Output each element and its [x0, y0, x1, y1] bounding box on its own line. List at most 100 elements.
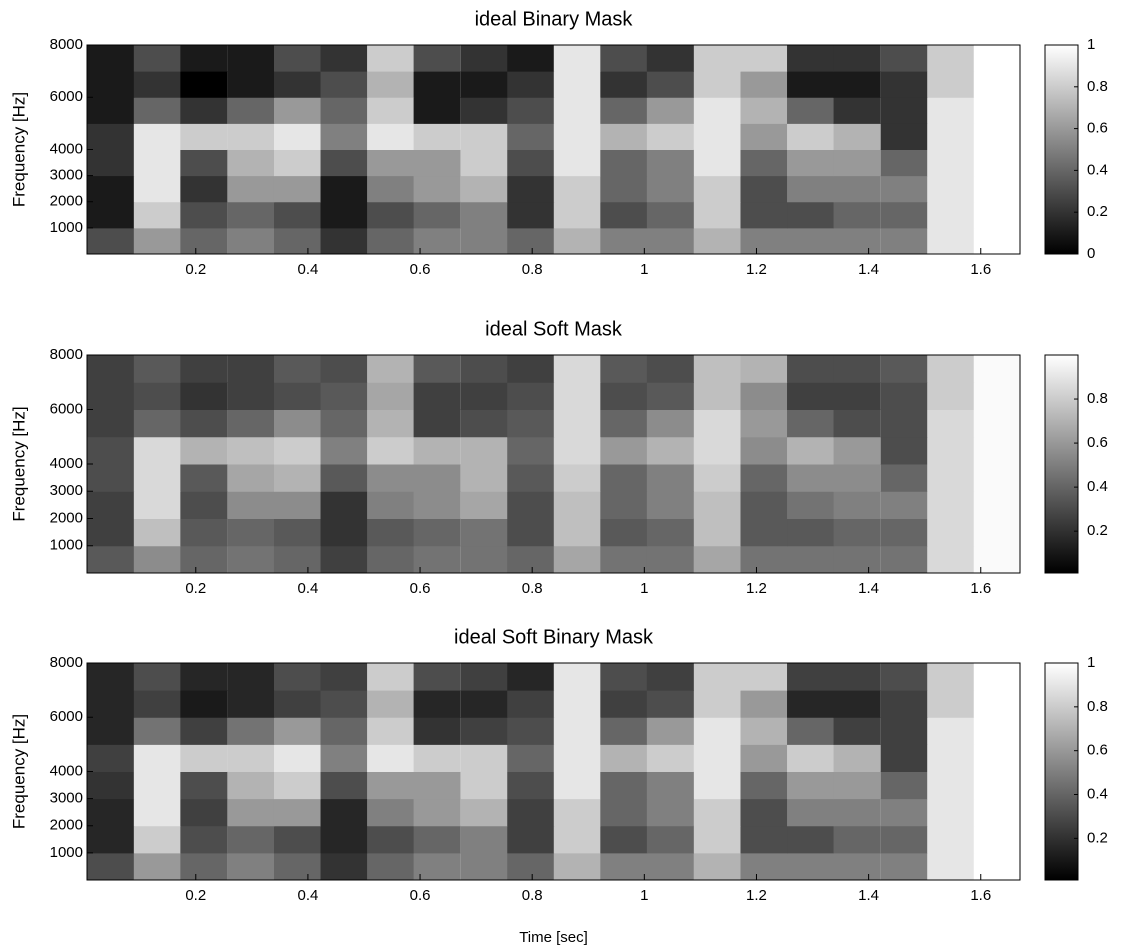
cell: [693, 436, 741, 465]
cell: [180, 717, 228, 745]
cell: [460, 464, 508, 492]
cell: [553, 852, 601, 880]
cell: [413, 175, 461, 203]
y-tick-label: 4000: [50, 762, 83, 779]
cell: [180, 771, 228, 800]
cell: [367, 518, 415, 547]
cell: [413, 123, 461, 150]
cell: [600, 825, 648, 854]
y-tick-label: 2000: [50, 817, 83, 834]
cell: [227, 382, 275, 410]
cell: [787, 491, 835, 519]
cell: [973, 690, 1020, 718]
cell: [833, 545, 881, 573]
cell: [227, 71, 275, 98]
cell: [273, 123, 322, 150]
cell: [833, 825, 881, 854]
cell: [740, 491, 788, 519]
cell: [693, 382, 741, 410]
cell: [740, 149, 788, 177]
cell: [180, 149, 228, 177]
cell: [273, 690, 322, 718]
cell: [600, 97, 648, 124]
cell: [180, 409, 228, 438]
cell: [880, 852, 928, 880]
cell: [133, 690, 181, 718]
cell: [553, 382, 601, 410]
cell: [553, 355, 601, 383]
cell: [227, 717, 275, 745]
cell: [927, 71, 975, 98]
cell: [273, 464, 322, 492]
cell: [133, 71, 181, 98]
cell: [787, 717, 835, 745]
cell: [833, 464, 881, 492]
colorbar-tick-label: 0.6: [1087, 120, 1108, 137]
cell: [880, 771, 928, 800]
cell: [740, 464, 788, 492]
cell: [460, 201, 508, 229]
cell: [87, 149, 135, 177]
cell: [787, 149, 835, 177]
cell: [880, 518, 928, 547]
cell: [833, 355, 881, 383]
cell: [553, 409, 601, 438]
x-tick-label: 1: [640, 887, 648, 904]
cell: [133, 491, 181, 519]
cell: [87, 123, 135, 150]
x-tick-label: 1.6: [970, 261, 991, 278]
cell: [180, 464, 228, 492]
cell: [740, 690, 788, 718]
cell: [927, 97, 975, 124]
cell: [787, 355, 835, 383]
y-tick-label: 1000: [50, 537, 83, 554]
cell: [600, 436, 648, 465]
cell: [227, 491, 275, 519]
x-tick-label: 0.6: [410, 887, 431, 904]
cell: [227, 771, 275, 800]
cell: [600, 382, 648, 410]
chart-title: ideal Binary Mask: [475, 8, 634, 30]
cell: [320, 97, 368, 124]
cell: [460, 409, 508, 438]
cell: [693, 690, 741, 718]
cell: [507, 852, 555, 880]
cell: [927, 436, 975, 465]
cell: [367, 45, 415, 72]
cell: [320, 690, 368, 718]
cell: [787, 744, 835, 772]
cell: [927, 744, 975, 772]
cell: [87, 201, 135, 229]
cell: [787, 771, 835, 800]
x-tick-label: 0.8: [522, 887, 543, 904]
cell: [87, 852, 135, 880]
cell: [133, 355, 181, 383]
cell: [507, 825, 555, 854]
cell: [973, 409, 1020, 438]
cell: [833, 798, 881, 827]
cell: [87, 771, 135, 800]
cell: [973, 71, 1020, 98]
cell: [320, 744, 368, 772]
cell: [367, 690, 415, 718]
cell: [273, 409, 322, 438]
x-tick-label: 1.2: [746, 887, 767, 904]
cell: [833, 45, 881, 72]
cell: [507, 436, 555, 465]
cell: [133, 97, 181, 124]
cell: [227, 227, 275, 254]
cell: [553, 149, 601, 177]
cell: [413, 436, 461, 465]
cell: [133, 798, 181, 827]
cell: [180, 491, 228, 519]
cell: [413, 771, 461, 800]
cell: [646, 491, 694, 519]
cell: [507, 175, 555, 203]
cell: [273, 355, 322, 383]
x-tick-label: 0.2: [185, 887, 206, 904]
cell: [600, 71, 648, 98]
cell: [133, 382, 181, 410]
cell: [693, 175, 741, 203]
cell: [740, 798, 788, 827]
cell: [833, 518, 881, 547]
